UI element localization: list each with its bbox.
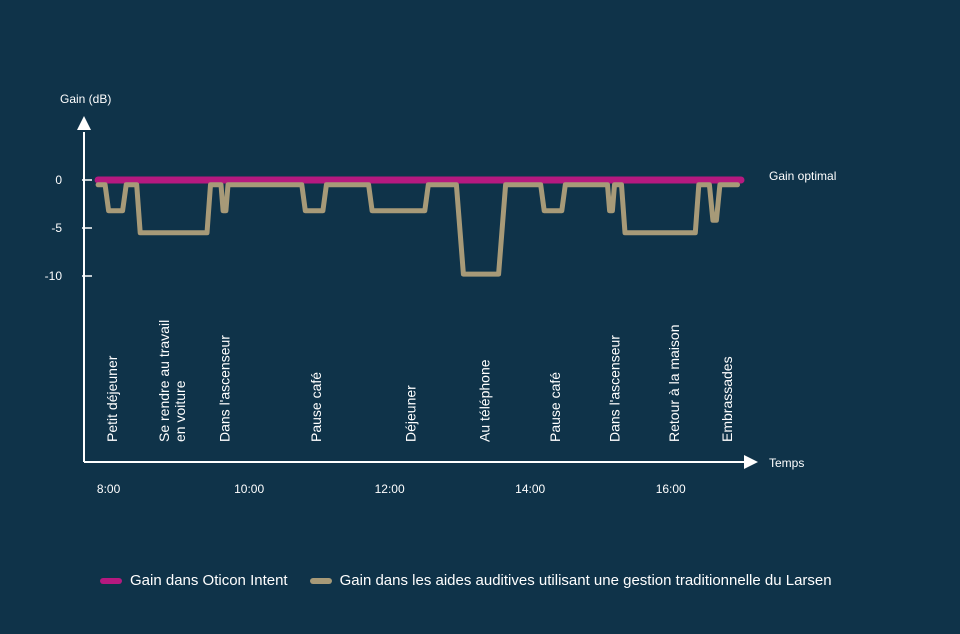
event-label-line: Déjeuner xyxy=(403,385,419,442)
event-label-line: en voiture xyxy=(172,380,188,442)
event-label: Dans l'ascenseur xyxy=(606,335,622,442)
x-tick-label: 8:00 xyxy=(97,482,121,496)
event-label: Retour à la maison xyxy=(666,324,682,442)
event-label: Petit déjeuner xyxy=(104,355,120,442)
event-label-line: Embrassades xyxy=(719,356,735,442)
x-tick-label: 12:00 xyxy=(375,482,405,496)
legend-swatch-traditional xyxy=(309,577,332,584)
event-label: Se rendre au travailen voiture xyxy=(156,320,188,442)
x-tick-label: 14:00 xyxy=(515,482,545,496)
optimal-gain-label: Gain optimal xyxy=(769,169,836,183)
event-label: Déjeuner xyxy=(403,385,419,442)
event-label: Dans l'ascenseur xyxy=(217,335,233,442)
event-label-line: Dans l'ascenseur xyxy=(217,335,233,442)
y-tick-label: -10 xyxy=(45,269,63,283)
series-line-traditional xyxy=(95,182,740,277)
event-label-line: Pause café xyxy=(308,372,324,442)
event-label-line: Se rendre au travail xyxy=(156,320,172,442)
x-axis-arrow xyxy=(744,455,758,469)
legend-item-oticon: Gain dans Oticon Intent xyxy=(100,572,288,589)
x-tick-label: 10:00 xyxy=(234,482,264,496)
event-label-line: Pause café xyxy=(547,372,563,442)
event-label-line: Dans l'ascenseur xyxy=(606,335,622,442)
x-axis-title: Temps xyxy=(769,456,804,470)
legend-swatch-oticon xyxy=(100,577,122,584)
legend-label-oticon: Gain dans Oticon Intent xyxy=(130,572,288,589)
event-label: Pause café xyxy=(547,372,563,442)
legend-label-traditional: Gain dans les aides auditives utilisant … xyxy=(339,572,832,589)
event-label-line: Petit déjeuner xyxy=(104,355,120,442)
y-axis-title: Gain (dB) xyxy=(60,92,111,106)
event-label-line: Au téléphone xyxy=(477,359,493,442)
event-label: Embrassades xyxy=(719,356,735,442)
legend-item-traditional: Gain dans les aides auditives utilisant … xyxy=(309,572,832,589)
y-axis-arrow xyxy=(77,116,91,130)
event-label: Pause café xyxy=(308,372,324,442)
legend: Gain dans Oticon Intent Gain dans les ai… xyxy=(100,572,832,589)
event-label-line: Retour à la maison xyxy=(666,324,682,442)
event-label: Au téléphone xyxy=(477,359,493,442)
y-tick-label: -5 xyxy=(51,221,62,235)
x-tick-label: 16:00 xyxy=(656,482,686,496)
y-tick-label: 0 xyxy=(55,173,62,187)
